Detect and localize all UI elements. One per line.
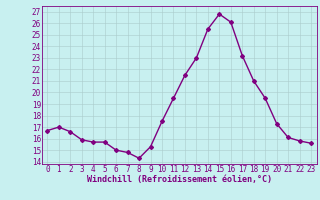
X-axis label: Windchill (Refroidissement éolien,°C): Windchill (Refroidissement éolien,°C): [87, 175, 272, 184]
